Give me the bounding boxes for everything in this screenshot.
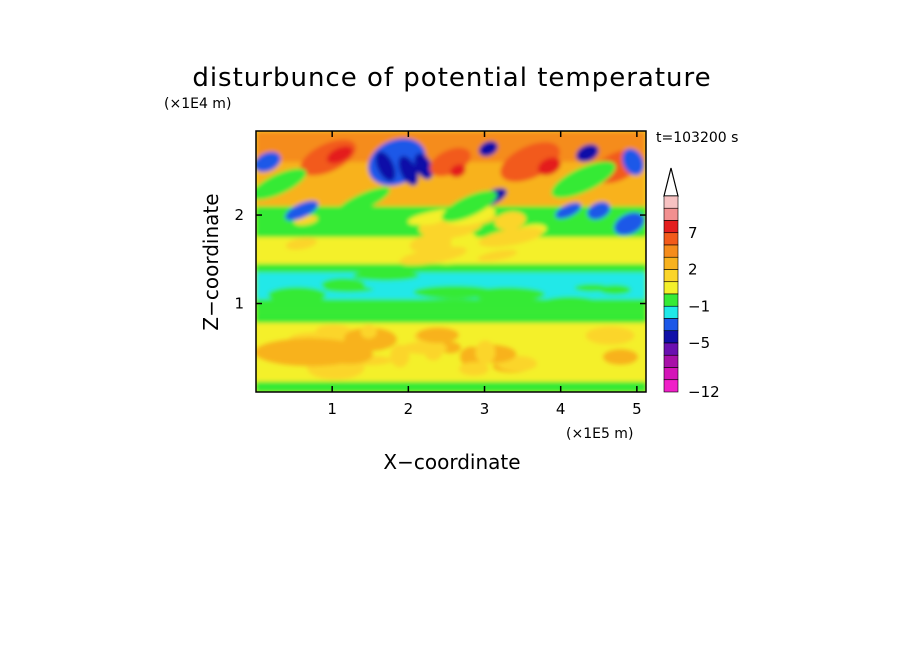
time-label: t=103200 s [656, 130, 738, 146]
x-tick-label: 4 [556, 400, 566, 418]
field-blob [541, 248, 570, 258]
field-blob [551, 161, 616, 199]
colorbar-level [663, 269, 679, 283]
field-blob [398, 155, 419, 186]
field-blob [285, 200, 319, 221]
field-band [256, 263, 646, 273]
field-blob [414, 153, 433, 180]
contour-field [256, 131, 646, 392]
field-blob [321, 277, 366, 292]
colorbar-level [663, 305, 679, 319]
plot-area [256, 131, 646, 392]
colorbar-level [663, 293, 679, 307]
colorbar-label: −12 [688, 383, 720, 401]
colorbar: 7 2 −1 −5 −12 [663, 167, 720, 401]
field-band [256, 381, 646, 392]
field-blob [537, 157, 561, 176]
colorbar-label: 7 [688, 224, 698, 242]
chart-title: disturbunce of potential temperature [192, 63, 711, 93]
field-blob [390, 344, 410, 368]
field-blob [585, 326, 635, 345]
field-blob [256, 338, 365, 367]
field-blob [333, 238, 355, 254]
y-axis-label: Z−coordinate [199, 193, 223, 330]
field-blob [478, 141, 498, 157]
field-blob [450, 164, 466, 178]
colorbar-level [663, 281, 679, 295]
field-blob [352, 270, 419, 281]
field-blob [575, 144, 599, 162]
colorbar-level [663, 220, 679, 234]
colorbar-label: −1 [688, 297, 710, 315]
field-blob [478, 227, 544, 247]
field-blob [475, 340, 496, 365]
x-tick-label: 2 [404, 400, 414, 418]
colorbar-level [663, 342, 679, 356]
field-blob [285, 237, 317, 250]
y-axis: 12 [234, 206, 646, 313]
field-blob [326, 253, 350, 263]
colorbar-label: 2 [688, 261, 698, 279]
x-scale-label: (×1E5 m) [566, 426, 633, 442]
plot-frame [255, 130, 647, 393]
y-tick-label: 2 [234, 206, 244, 224]
field-blob [494, 211, 526, 231]
colorbar-level [663, 232, 679, 246]
field-blob [441, 190, 497, 222]
field-blob [417, 327, 459, 343]
x-tick-label: 3 [480, 400, 490, 418]
field-blob [458, 362, 490, 376]
field-blob [256, 151, 281, 173]
field-blob [326, 146, 353, 164]
field-blob [413, 285, 497, 299]
colorbar-level [663, 195, 679, 209]
x-axis-label: X−coordinate [383, 450, 520, 474]
colorbar-extend-arrow [663, 167, 679, 197]
field-blob [401, 341, 448, 355]
field-blob [555, 202, 582, 219]
colorbar-level [663, 256, 679, 270]
field-blob [256, 168, 307, 200]
x-axis: 1 2 3 4 5 [327, 131, 642, 418]
field-band [256, 312, 646, 323]
field-blob [335, 187, 391, 217]
colorbar-level [663, 354, 679, 368]
field-blob [360, 324, 377, 339]
y-scale-label: (×1E4 m) [164, 96, 231, 112]
field-blob [477, 249, 518, 262]
field-blob [544, 296, 596, 307]
colorbar-level [663, 244, 679, 258]
field-blob [614, 212, 645, 236]
colorbar-level [663, 318, 679, 332]
field-blob [587, 201, 611, 220]
colorbar-level [663, 207, 679, 221]
field-blob [267, 286, 326, 303]
field-blob [375, 151, 396, 182]
colorbar-label: −5 [688, 334, 710, 352]
field-blob [574, 284, 610, 292]
x-tick-label: 1 [327, 400, 337, 418]
colorbar-level [663, 330, 679, 344]
field-blob [602, 348, 639, 365]
field-blob [474, 298, 546, 307]
field-blob [399, 246, 467, 266]
colorbar-level [663, 367, 679, 381]
colorbar-level [663, 379, 679, 393]
y-tick-label: 1 [234, 295, 244, 313]
x-tick-label: 5 [632, 400, 642, 418]
field-blob [622, 148, 644, 176]
